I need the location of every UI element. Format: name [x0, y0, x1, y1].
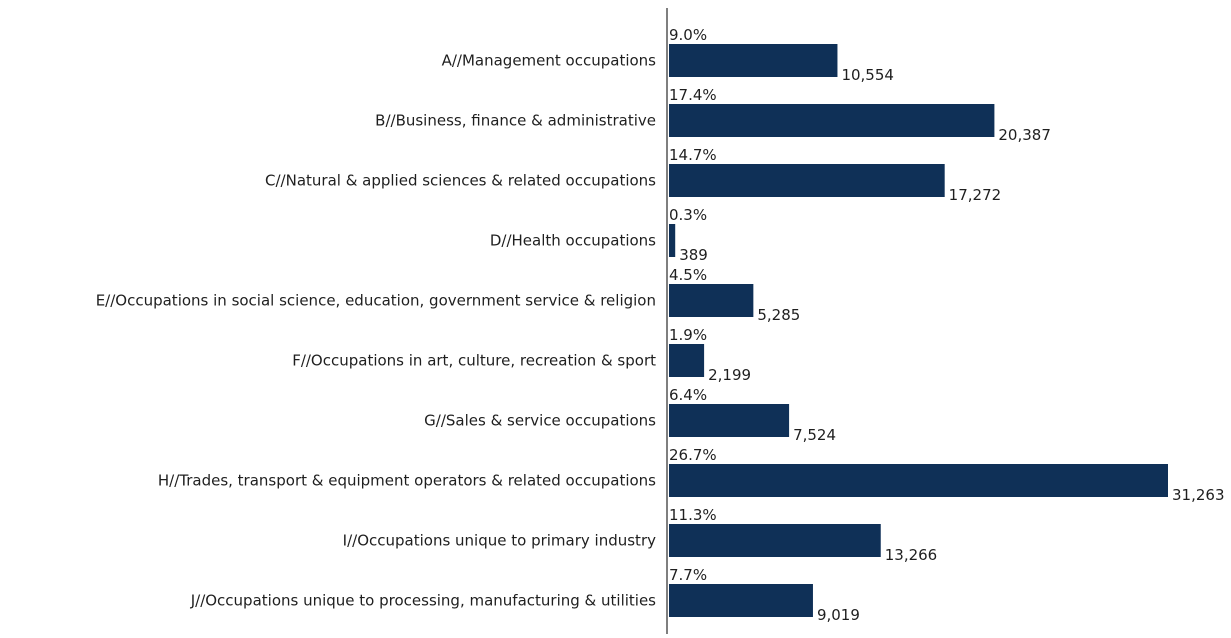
category-label: B//Business, finance & administrative: [375, 112, 656, 130]
category-label: G//Sales & service occupations: [424, 412, 656, 430]
category-label: E//Occupations in social science, educat…: [96, 292, 656, 310]
bar: [669, 224, 676, 257]
value-label: 10,554: [841, 66, 894, 84]
percent-label: 17.4%: [669, 86, 717, 104]
bar: [669, 44, 838, 77]
bar: [669, 344, 705, 377]
category-label: C//Natural & applied sciences & related …: [265, 172, 656, 190]
value-label: 5,285: [757, 306, 800, 324]
percent-label: 4.5%: [669, 266, 707, 284]
bars-layer: A//Management occupations 9.0% 10,554 B//Bu…: [96, 26, 1225, 624]
bar-row: D//Health occupations 0.3% 389: [490, 206, 708, 264]
bar: [669, 104, 995, 137]
value-label: 389: [679, 246, 708, 264]
bar: [669, 404, 790, 437]
category-label: A//Management occupations: [442, 52, 657, 70]
bar: [669, 464, 1168, 497]
bar-row: H//Trades, transport & equipment operato…: [158, 446, 1225, 504]
percent-label: 0.3%: [669, 206, 707, 224]
bar-row: C//Natural & applied sciences & related …: [265, 146, 1001, 204]
category-label: J//Occupations unique to processing, man…: [190, 592, 656, 610]
percent-label: 6.4%: [669, 386, 707, 404]
bar-row: E//Occupations in social science, educat…: [96, 266, 801, 324]
value-label: 7,524: [793, 426, 836, 444]
value-label: 31,263: [1172, 486, 1225, 504]
bar-row: G//Sales & service occupations 6.4% 7,524: [424, 386, 836, 444]
bar: [669, 164, 945, 197]
percent-label: 9.0%: [669, 26, 707, 44]
bar-row: A//Management occupations 9.0% 10,554: [442, 26, 894, 84]
value-label: 13,266: [885, 546, 938, 564]
bar-row: F//Occupations in art, culture, recreati…: [292, 326, 751, 384]
bar-row: J//Occupations unique to processing, man…: [190, 566, 860, 624]
value-label: 2,199: [708, 366, 751, 384]
category-label: I//Occupations unique to primary industr…: [343, 532, 656, 550]
value-label: 17,272: [949, 186, 1002, 204]
percent-label: 11.3%: [669, 506, 717, 524]
bar: [669, 584, 813, 617]
bar: [669, 524, 881, 557]
bar: [669, 284, 754, 317]
category-label: F//Occupations in art, culture, recreati…: [292, 352, 656, 370]
percent-label: 14.7%: [669, 146, 717, 164]
category-label: D//Health occupations: [490, 232, 656, 250]
bar-row: B//Business, finance & administrative 17.…: [375, 86, 1051, 144]
value-label: 9,019: [817, 606, 860, 624]
percent-label: 7.7%: [669, 566, 707, 584]
percent-label: 26.7%: [669, 446, 717, 464]
bar-row: I//Occupations unique to primary industr…: [343, 506, 938, 564]
percent-label: 1.9%: [669, 326, 707, 344]
value-label: 20,387: [998, 126, 1051, 144]
category-label: H//Trades, transport & equipment operato…: [158, 472, 656, 490]
